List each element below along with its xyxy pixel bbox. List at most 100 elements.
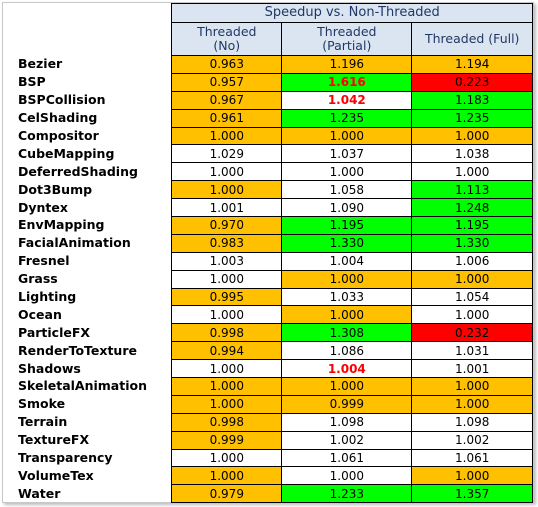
cell-no: 0.970 [171,216,283,235]
speedup-table: Speedup vs. Non-Threaded Threaded (No) T… [15,3,533,504]
row-label: Smoke [18,396,66,412]
cell-no: 1.003 [171,251,283,271]
cell-full: 1.357 [411,484,533,504]
cell-partial: 1.090 [281,198,413,218]
table-row: Fresnel 1.003 1.004 1.006 [15,251,533,271]
cell-no: 1.000 [171,126,283,146]
cell-full: 1.248 [411,198,533,218]
row-label: Bezier [18,56,63,72]
cell-partial: 1.308 [281,323,413,343]
table-row: CelShading 0.961 1.235 1.235 [15,108,533,128]
row-label: SkeletalAnimation [18,378,147,394]
table-title: Speedup vs. Non-Threaded [171,3,533,23]
table-row: EnvMapping 0.970 1.195 1.195 [15,216,533,235]
table-row: ParticleFX 0.998 1.308 0.232 [15,323,533,343]
cell-full: 1.330 [411,233,533,253]
cell-no: 1.000 [171,180,283,200]
cell-partial: 1.000 [281,126,413,146]
cell-no: 0.963 [171,55,283,74]
cell-no: 1.001 [171,198,283,218]
cell-partial: 1.000 [281,269,413,289]
cell-full: 1.006 [411,251,533,271]
table-row: Dyntex 1.001 1.090 1.248 [15,198,533,218]
cell-full: 1.098 [411,412,533,432]
cell-no: 0.967 [171,90,283,110]
table-row: CubeMapping 1.029 1.037 1.038 [15,144,533,164]
row-label: TextureFX [18,432,90,448]
row-label: Compositor [18,128,99,143]
cell-no: 0.983 [171,233,283,253]
cell-full: 1.000 [411,162,533,182]
table-row: DeferredShading 1.000 1.000 1.000 [15,162,533,182]
cell-full: 1.235 [411,108,533,128]
cell-partial: 1.233 [281,484,413,504]
row-label: Grass [18,271,58,287]
row-label: BSP [18,74,46,90]
column-header-full: Threaded (Full) [411,22,533,56]
row-label: CubeMapping [18,145,115,161]
table-row: Bezier 0.963 1.196 1.194 [15,55,533,74]
cell-full: 1.001 [411,359,533,379]
cell-no: 0.999 [171,430,283,450]
cell-no: 0.995 [171,287,283,307]
cell-full: 1.183 [411,90,533,110]
row-label: BSPCollision [18,92,106,108]
cell-partial: 1.235 [281,108,413,128]
table-row: Lighting 0.995 1.033 1.054 [15,287,533,307]
cell-full: 1.002 [411,430,533,450]
table-row: Terrain 0.998 1.098 1.098 [15,412,533,432]
column-header-no-text: Threaded (No) [197,24,257,53]
row-label: EnvMapping [18,217,105,233]
cell-partial: 1.004 [281,251,413,271]
column-header-no: Threaded (No) [171,22,283,56]
table-row: VolumeTex 1.000 1.000 1.000 [15,466,533,486]
cell-partial: 1.000 [281,377,413,396]
table-row: Compositor 1.000 1.000 1.000 [15,126,533,146]
cell-no: 1.000 [171,377,283,396]
cell-partial: 1.098 [281,412,413,432]
cell-partial: 1.061 [281,448,413,468]
cell-partial: 1.002 [281,430,413,450]
cell-partial: 1.042 [281,90,413,110]
column-header-partial-text: Threaded (Partial) [317,24,377,53]
cell-full: 1.000 [411,126,533,146]
table-body: Bezier 0.963 1.196 1.194 BSP 0.957 1.616 0.223 B… [15,55,533,504]
cell-no: 1.000 [171,269,283,289]
table-row: Water 0.979 1.233 1.357 [15,484,533,504]
table-row: Transparency 1.000 1.061 1.061 [15,448,533,468]
row-label: Shadows [18,360,81,376]
row-label: Transparency [18,450,113,466]
cell-no: 0.957 [171,72,283,92]
cell-partial: 1.196 [281,55,413,74]
cell-full: 0.223 [411,72,533,92]
row-label: CelShading [18,110,98,126]
cell-partial: 1.000 [281,162,413,182]
cell-partial: 1.616 [281,72,413,92]
cell-no: 1.000 [171,162,283,182]
row-label: RenderToTexture [18,342,137,358]
cell-full: 1.195 [411,216,533,235]
cell-no: 0.998 [171,323,283,343]
table-row: TextureFX 0.999 1.002 1.002 [15,430,533,450]
cell-partial: 1.330 [281,233,413,253]
table-row: FacialAnimation 0.983 1.330 1.330 [15,233,533,253]
table-row: Ocean 1.000 1.000 1.000 [15,305,533,325]
row-label: Fresnel [18,253,70,269]
cell-no: 0.961 [171,108,283,128]
cell-partial: 1.004 [281,359,413,379]
cell-partial: 1.086 [281,341,413,361]
cell-full: 1.000 [411,377,533,396]
cell-no: 1.000 [171,359,283,379]
column-header-full-text: Threaded (Full) [425,31,520,46]
cell-partial: 1.033 [281,287,413,307]
row-label: Ocean [18,306,62,322]
cell-partial: 1.058 [281,180,413,200]
table-row: SkeletalAnimation 1.000 1.000 1.000 [15,377,533,396]
cell-no: 0.979 [171,484,283,504]
cell-no: 1.000 [171,448,283,468]
row-label: VolumeTex [18,467,94,483]
cell-partial: 1.037 [281,144,413,164]
table-row: Dot3Bump 1.000 1.058 1.113 [15,180,533,200]
cell-no: 0.998 [171,412,283,432]
table-frame: Speedup vs. Non-Threaded Threaded (No) T… [2,2,534,504]
